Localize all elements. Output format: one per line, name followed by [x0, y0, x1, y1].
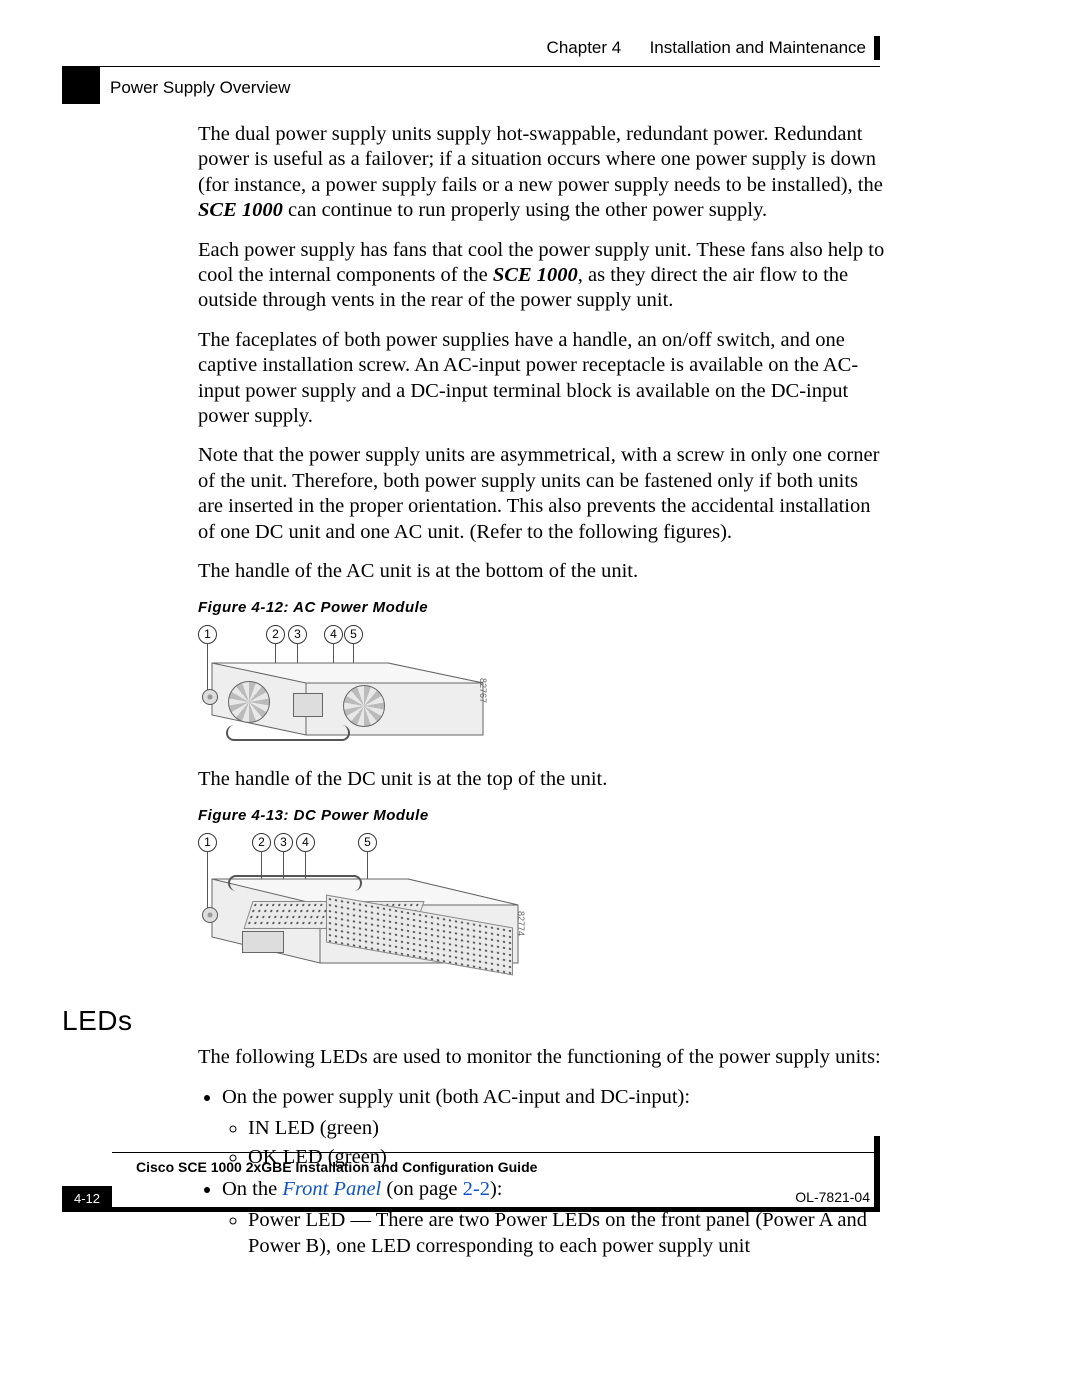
list-item: On the Front Panel (on page 2-2): Power … [222, 1177, 888, 1259]
page: Chapter 4 Installation and Maintenance P… [0, 0, 1080, 1397]
fan-icon [228, 681, 270, 723]
header-accent-bar [874, 36, 880, 60]
figure-image-number: 82774 [516, 911, 526, 936]
screw-icon [202, 689, 218, 705]
doc-number: OL-7821-04 [795, 1189, 870, 1205]
front-panel-link[interactable]: Front Panel [282, 1178, 381, 1200]
product-name: SCE 1000 [493, 264, 578, 286]
ac-inlet [293, 693, 323, 717]
running-header: Chapter 4 Installation and Maintenance [547, 38, 866, 58]
paragraph-1: The dual power supply units supply hot-s… [198, 122, 888, 224]
paragraph-3: The faceplates of both power supplies ha… [198, 328, 888, 430]
chapter-title: Installation and Maintenance [650, 38, 866, 57]
section-label: Power Supply Overview [110, 78, 290, 98]
dc-terminal-block [242, 931, 284, 953]
footer-accent-bar [874, 1136, 880, 1212]
footer-guide-title: Cisco SCE 1000 2xGBE Installation and Co… [136, 1159, 537, 1175]
chapter-label: Chapter 4 [547, 38, 622, 57]
handle [226, 725, 350, 741]
figure-caption-12: Figure 4-12: AC Power Module [198, 599, 888, 618]
product-name: SCE 1000 [198, 199, 283, 221]
paragraph-6: The handle of the DC unit is at the top … [198, 767, 888, 792]
paragraph-5: The handle of the AC unit is at the bott… [198, 559, 888, 584]
list-item: Power LED — There are two Power LEDs on … [248, 1208, 888, 1259]
paragraph-4: Note that the power supply units are asy… [198, 443, 888, 545]
header-square [62, 66, 100, 104]
page-ref-link[interactable]: 2-2 [463, 1178, 490, 1200]
figure-dc-power-module: 1 2 3 4 5 82774 [198, 831, 538, 981]
figure-ac-power-module: 1 2 3 4 5 82767 [198, 623, 498, 753]
figure-image-number: 82767 [478, 678, 488, 703]
leds-heading: LEDs [62, 1005, 132, 1037]
paragraph-2: Each power supply has fans that cool the… [198, 238, 888, 314]
handle [228, 875, 362, 891]
page-number: 4-12 [62, 1186, 112, 1212]
footer-thick-rule [112, 1207, 880, 1212]
leds-intro: The following LEDs are used to monitor t… [198, 1045, 888, 1070]
body-column: The dual power supply units supply hot-s… [198, 122, 888, 1265]
header-rule [62, 66, 880, 67]
footer-rule [112, 1152, 880, 1153]
list-item: On the power supply unit (both AC-input … [222, 1085, 888, 1171]
list-item: IN LED (green) [248, 1116, 888, 1141]
screw-icon [202, 907, 218, 923]
fan-icon [343, 685, 385, 727]
figure-caption-13: Figure 4-13: DC Power Module [198, 807, 888, 826]
